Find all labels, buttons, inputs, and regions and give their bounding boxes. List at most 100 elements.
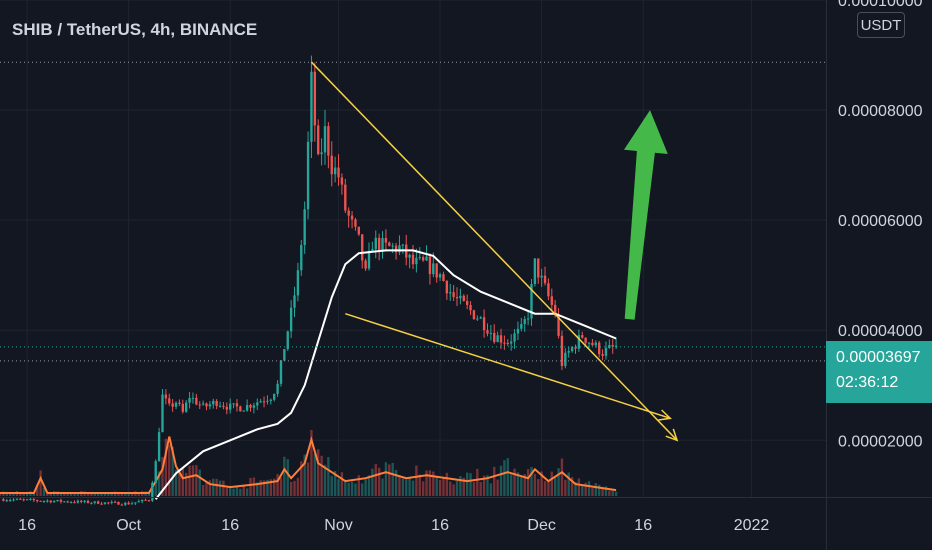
candle-body	[557, 315, 560, 336]
candle-body	[425, 256, 428, 261]
volume-bar	[120, 492, 124, 496]
upper-trendline-arrowhead	[665, 428, 679, 442]
volume-bar	[117, 492, 120, 496]
candle-body	[25, 499, 29, 501]
volume-bar	[611, 490, 614, 496]
volume-bar	[103, 493, 107, 496]
volume-bar	[445, 472, 449, 496]
volume-bar	[42, 487, 46, 496]
candle-body	[218, 405, 222, 407]
price-tick-label: 0.00006000	[838, 213, 923, 230]
candle-body	[503, 342, 506, 344]
candle-body	[103, 502, 107, 504]
volume-bar	[174, 469, 178, 496]
candle-body	[506, 343, 509, 345]
candle-body	[520, 324, 523, 329]
candle-body	[601, 354, 604, 356]
candle-body	[587, 342, 591, 344]
symbol-title[interactable]: SHIB / TetherUS, 4h, BINANCE	[12, 20, 258, 39]
candle-body	[259, 401, 262, 403]
volume-bar	[350, 481, 354, 496]
volume-bar	[242, 485, 245, 496]
volume-bar	[547, 480, 550, 496]
volume-bar	[472, 482, 476, 496]
candle-body	[604, 347, 608, 356]
volume-ma-line	[0, 435, 617, 494]
volume-bar	[465, 472, 469, 496]
candle-body	[320, 152, 323, 155]
candle-body	[117, 501, 120, 505]
volume-bar	[73, 492, 76, 496]
candle-body	[486, 330, 489, 334]
candle-body	[296, 270, 300, 296]
candle-body	[127, 502, 130, 505]
volume-bar	[560, 458, 564, 496]
candle-body	[611, 345, 614, 347]
time-tick-label: 16	[634, 517, 652, 534]
candle-body	[327, 126, 330, 156]
volume-bar	[614, 491, 618, 496]
candle-body	[134, 502, 137, 504]
volume-bar	[462, 477, 465, 496]
candle-body	[381, 237, 384, 252]
volume-bar	[69, 492, 73, 496]
time-tick-label: 16	[431, 517, 449, 534]
time-tick-label: 16	[18, 517, 36, 534]
candle-body	[39, 500, 42, 502]
candle-body	[80, 500, 83, 502]
volume-bar	[503, 460, 506, 496]
candle-body	[215, 400, 218, 407]
candle-body	[73, 502, 76, 504]
candle-body	[469, 304, 472, 311]
volume-bar	[398, 476, 401, 496]
volume-bar	[303, 454, 306, 496]
candle-body	[415, 257, 418, 265]
volume-bar	[239, 488, 242, 496]
candle-body	[266, 400, 269, 402]
volume-bar	[96, 493, 100, 496]
volume-bar	[269, 479, 273, 496]
candle-body	[2, 499, 5, 501]
volume-bar	[296, 477, 300, 496]
volume-bar	[12, 493, 15, 496]
volume-bar	[310, 430, 313, 496]
volume-bar	[154, 474, 157, 496]
candle-body	[394, 245, 398, 253]
candle-body	[113, 501, 117, 503]
candle-body	[391, 245, 394, 247]
candle-body	[229, 403, 232, 410]
volume-bar	[489, 483, 493, 496]
candle-body	[564, 352, 567, 367]
candle-body	[608, 345, 611, 348]
candle-body	[581, 335, 584, 338]
volume-bar	[300, 461, 303, 496]
candle-body	[63, 501, 66, 503]
currency-button[interactable]: USDT	[857, 12, 905, 38]
volume-bar	[523, 474, 526, 496]
volume-bar	[459, 476, 462, 496]
volume-bar	[19, 493, 22, 496]
candle-body	[513, 333, 516, 342]
volume-bar	[384, 462, 388, 496]
candle-body	[614, 345, 618, 347]
candle-body	[306, 141, 310, 210]
candle-body	[594, 342, 597, 346]
volume-bar	[411, 480, 415, 496]
price-tick-label: 0.00010000	[838, 0, 923, 10]
candle-body	[459, 295, 462, 299]
candle-body	[577, 335, 581, 349]
volume-bar	[259, 480, 262, 496]
candle-body	[22, 499, 25, 501]
volume-bar	[222, 480, 225, 496]
candle-body	[245, 405, 249, 411]
volume-bar	[354, 483, 357, 496]
candle-body	[493, 332, 496, 343]
time-tick-label: Oct	[116, 517, 141, 534]
candle-body	[140, 499, 144, 502]
volume-bar	[320, 455, 323, 496]
candle-body	[550, 296, 553, 305]
candle-body	[435, 263, 438, 278]
candle-body	[340, 177, 344, 185]
candle-body	[29, 498, 32, 500]
